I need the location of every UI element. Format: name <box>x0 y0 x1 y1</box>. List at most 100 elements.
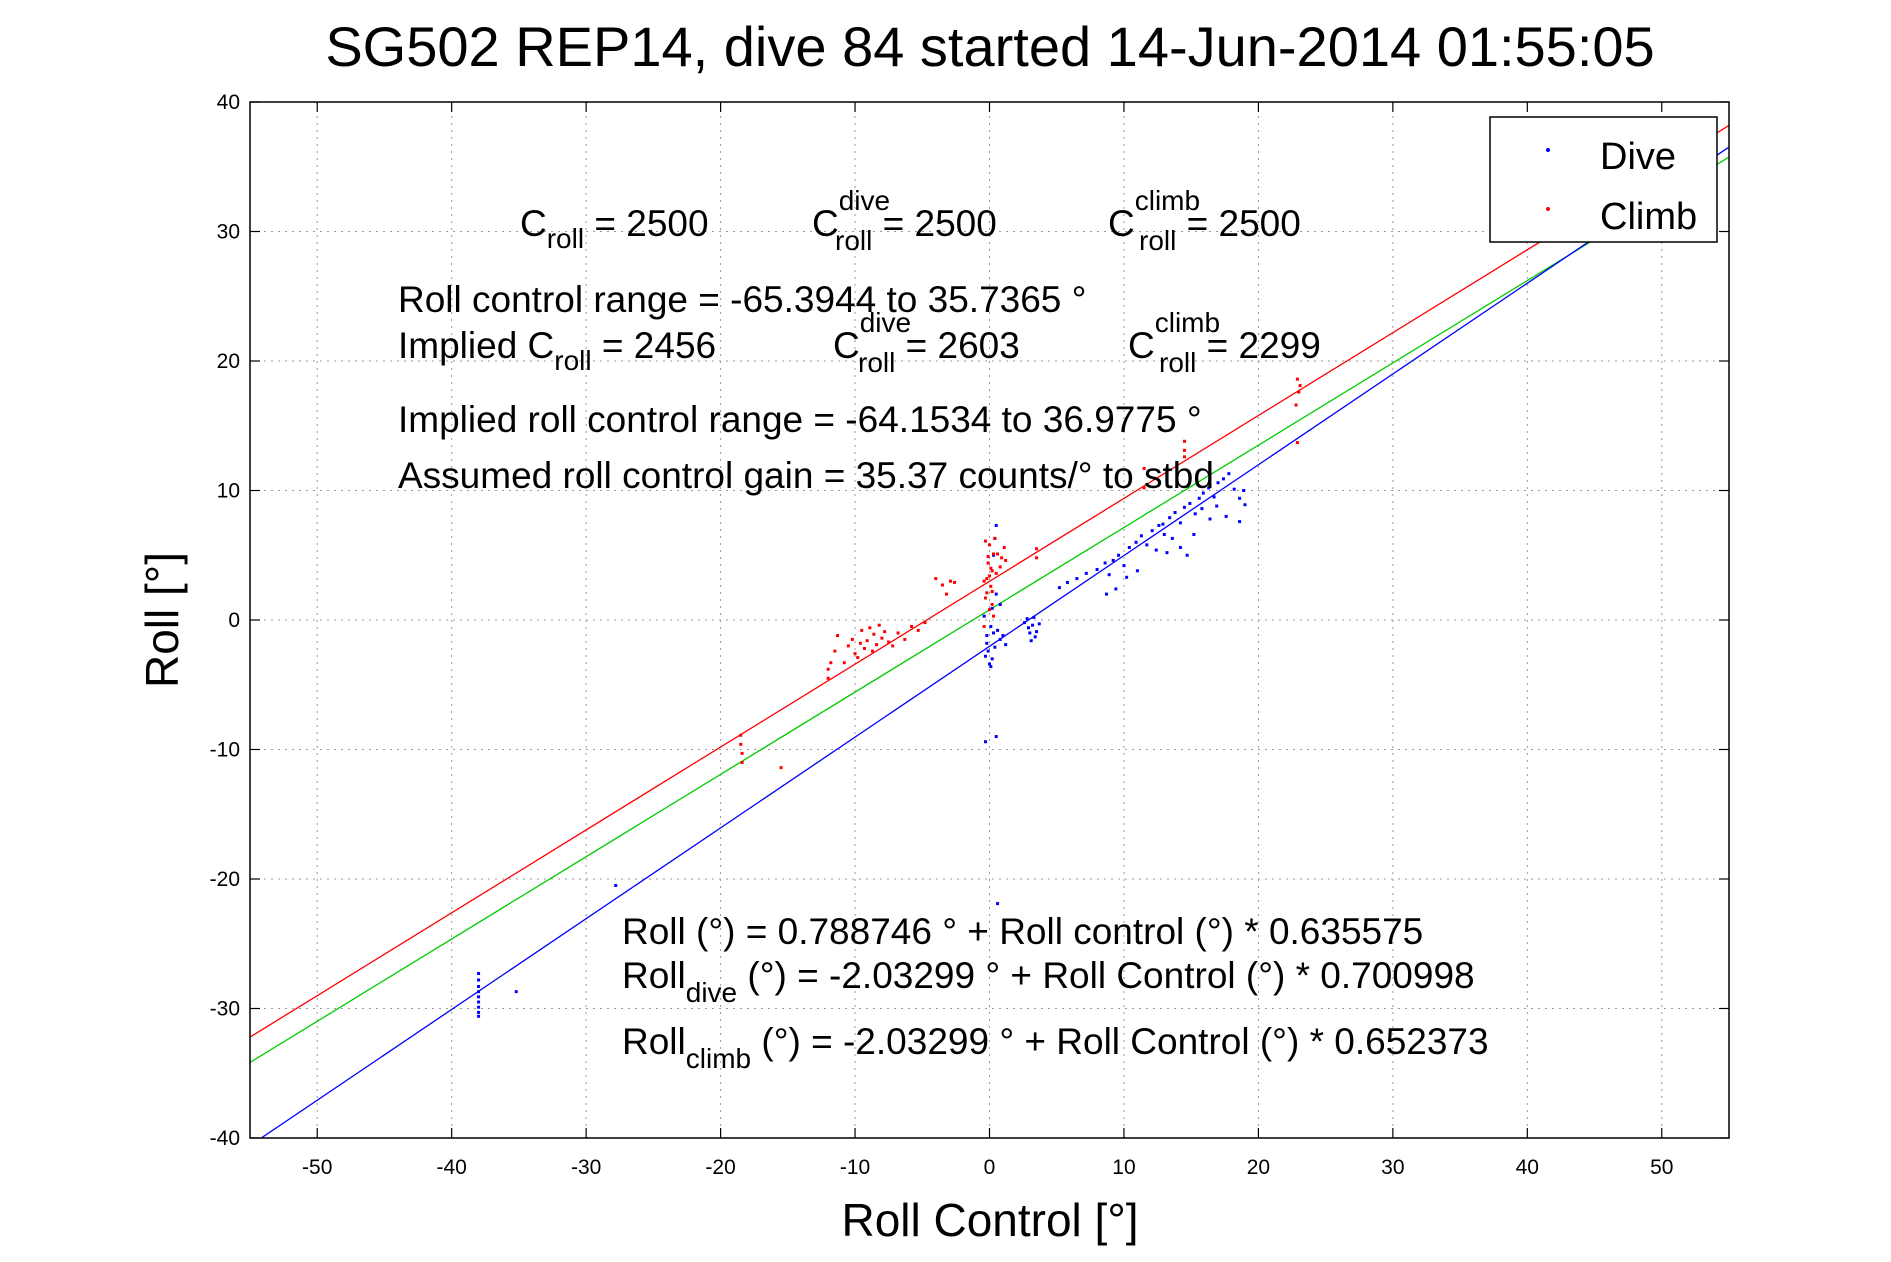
data-point <box>934 577 938 581</box>
data-point <box>985 577 989 581</box>
data-point <box>994 592 998 596</box>
data-point <box>985 591 989 595</box>
annotation-implied-croll-climb: Cclimb roll = 2299 <box>1128 307 1321 378</box>
x-tick-label: 40 <box>1516 1156 1539 1179</box>
data-point <box>477 984 481 988</box>
data-point <box>872 632 876 636</box>
y-tick-label: -40 <box>210 1127 240 1150</box>
data-point <box>1134 540 1138 544</box>
data-point <box>1026 626 1030 630</box>
data-point <box>1242 489 1246 492</box>
data-point <box>1142 486 1146 490</box>
data-point <box>1208 517 1212 521</box>
data-point <box>953 580 957 584</box>
data-point <box>990 602 994 606</box>
data-point <box>998 602 1002 606</box>
data-point <box>923 621 927 625</box>
data-point <box>1127 545 1131 549</box>
data-point <box>880 636 884 640</box>
data-point <box>1125 575 1129 579</box>
x-tick-label: -50 <box>302 1156 332 1179</box>
data-point <box>846 644 850 648</box>
data-point <box>998 565 1002 569</box>
series-climb <box>739 377 1302 770</box>
data-point <box>916 628 920 632</box>
data-point <box>1025 617 1029 621</box>
data-point <box>1104 592 1108 596</box>
data-point <box>1035 547 1039 551</box>
data-point <box>1057 586 1061 590</box>
x-tick-label: -20 <box>705 1156 735 1179</box>
y-tick-label: 10 <box>217 480 240 503</box>
data-point <box>1185 553 1189 557</box>
data-point <box>1173 511 1177 515</box>
data-point <box>1000 556 1004 560</box>
data-point <box>990 606 994 610</box>
data-point <box>1035 556 1039 560</box>
data-point <box>982 614 986 618</box>
data-point <box>739 733 743 737</box>
data-point <box>988 608 991 612</box>
annotation-fit-all: Roll (°) = 0.788746 ° + Roll control (°)… <box>622 911 1423 952</box>
data-point <box>740 760 744 764</box>
x-tick-label: 50 <box>1650 1156 1673 1179</box>
annotation-fit-dive: Rolldive (°) = -2.03299 ° + Roll Control… <box>622 955 1475 1008</box>
data-point <box>1145 543 1149 547</box>
annotation-fit-climb: Rollclimb (°) = -2.03299 ° + Roll Contro… <box>622 1021 1489 1074</box>
data-point <box>865 639 869 643</box>
data-point <box>1215 504 1219 508</box>
data-point <box>1035 630 1039 634</box>
data-point <box>477 990 481 994</box>
data-point <box>477 995 481 999</box>
data-point <box>996 902 1000 906</box>
data-point <box>1037 622 1041 626</box>
data-point <box>1135 569 1139 573</box>
chart-title: SG502 REP14, dive 84 started 14-Jun-2014… <box>325 15 1654 78</box>
y-tick-label: -10 <box>210 739 240 762</box>
data-point <box>887 640 891 644</box>
legend-box <box>1489 116 1718 243</box>
data-point <box>1001 634 1005 638</box>
data-point <box>1032 615 1036 619</box>
data-point <box>989 566 993 570</box>
data-point <box>1168 516 1172 520</box>
annotation-roll-range: Roll control range = -65.3944 to 35.7365… <box>398 279 1086 320</box>
data-point <box>779 766 783 770</box>
x-tick-label: 30 <box>1381 1156 1404 1179</box>
data-point <box>739 742 743 746</box>
data-point <box>1192 533 1196 537</box>
data-point <box>989 584 993 588</box>
y-tick-labels: -40 -30 -20 -10 0 10 20 30 40 <box>210 91 1729 1150</box>
data-point <box>614 883 618 887</box>
data-point <box>992 614 996 618</box>
data-point <box>1142 466 1146 470</box>
data-point <box>1178 545 1182 549</box>
series-dive <box>477 472 1247 1018</box>
data-point <box>477 1005 481 1009</box>
data-point <box>994 571 998 575</box>
data-point <box>1150 529 1154 533</box>
data-point <box>1224 514 1228 518</box>
data-point <box>514 990 518 994</box>
data-point <box>1170 536 1174 540</box>
data-point <box>990 590 994 594</box>
annotation-implied-croll: Implied Croll = 2456 <box>398 325 716 376</box>
data-point <box>891 644 895 648</box>
data-point <box>856 656 860 660</box>
y-tick-label: 20 <box>217 350 240 373</box>
data-point <box>1028 631 1032 635</box>
data-point <box>1157 523 1161 527</box>
data-point <box>988 574 991 578</box>
data-point <box>1297 390 1301 394</box>
data-point <box>992 631 996 635</box>
annotation-croll-dive: Cdive roll = 2500 <box>812 185 997 256</box>
legend-climb-label: Climb <box>1600 196 1697 238</box>
x-tick-label: 10 <box>1112 1156 1135 1179</box>
data-point <box>949 579 953 583</box>
data-point <box>1295 441 1299 445</box>
data-point <box>996 628 1000 632</box>
data-point <box>862 646 866 650</box>
data-point <box>1216 481 1220 485</box>
data-point <box>836 634 840 638</box>
